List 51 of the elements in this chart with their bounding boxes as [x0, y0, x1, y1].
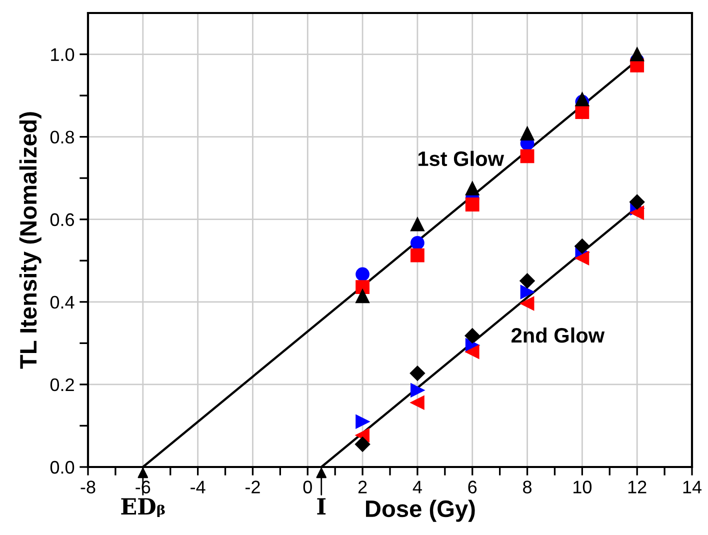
x-tick-label: 4: [412, 480, 422, 494]
point: [575, 105, 590, 119]
point: [630, 47, 644, 62]
point: [356, 267, 370, 282]
point: [575, 92, 590, 106]
y-tick-label: 0.2: [50, 378, 74, 392]
x-tick-label: 0: [303, 480, 312, 494]
x-tick-label: -2: [246, 480, 260, 494]
point: [520, 149, 534, 164]
annotation: EDᵦ: [121, 498, 165, 517]
y-tick-label: 1.0: [51, 48, 74, 61]
x-tick-label: 14: [683, 480, 702, 494]
point: [520, 285, 534, 299]
y-tick-label: 0.6: [50, 213, 74, 226]
x-tick-label: 8: [523, 480, 532, 494]
x-tick-label: -8: [80, 480, 96, 494]
point: [465, 344, 480, 359]
x-tick-label: 12: [628, 480, 646, 494]
point: [356, 428, 370, 442]
point: [356, 414, 370, 429]
x-axis-title: Dose (Gy): [366, 500, 475, 522]
point: [410, 396, 424, 410]
x-tick-label: 2: [358, 480, 367, 494]
annotation: 2nd Glow: [512, 327, 605, 343]
point: [464, 328, 480, 344]
point: [520, 126, 534, 140]
point: [410, 248, 424, 262]
y-tick-label: 0.4: [50, 296, 74, 309]
x-tick-label: 6: [468, 480, 477, 494]
y-tick-label: 0.8: [50, 130, 74, 144]
point: [410, 217, 424, 232]
point: [630, 206, 644, 220]
point: [410, 383, 424, 398]
point: [465, 198, 480, 212]
point: [575, 251, 590, 266]
point: [465, 181, 480, 196]
point: [630, 194, 645, 210]
point: [520, 273, 535, 288]
y-tick-label: 0.0: [50, 460, 74, 474]
annotation: 1st Glow: [418, 150, 504, 166]
point: [520, 296, 534, 311]
point: [410, 236, 424, 250]
point: [574, 238, 590, 254]
point: [354, 436, 370, 452]
x-tick-label: -4: [190, 480, 206, 494]
annotation: I: [317, 498, 326, 514]
y-axis-title: TL Itensity (Nomalized): [19, 112, 42, 369]
point: [356, 280, 370, 294]
point: [356, 289, 370, 304]
point: [410, 366, 426, 381]
x-tick-label: 10: [574, 480, 592, 494]
